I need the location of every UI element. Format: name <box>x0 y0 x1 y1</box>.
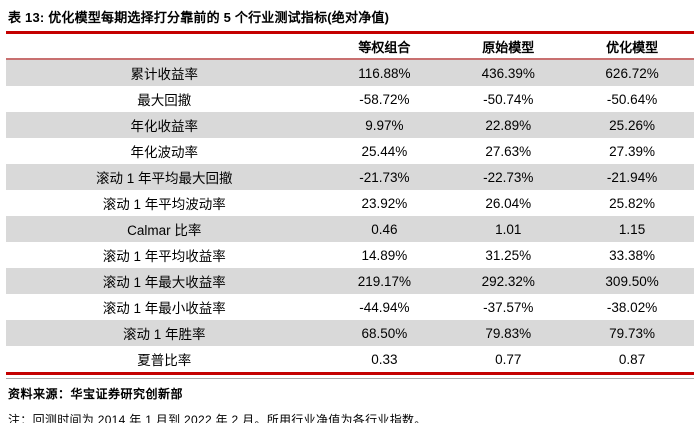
cell-value: 292.32% <box>481 273 535 289</box>
header-optimized-model: 优化模型 <box>606 39 659 55</box>
cell-value: 22.89% <box>485 117 532 133</box>
cell-value: 436.39% <box>481 65 535 81</box>
cell-value: 27.63% <box>485 143 532 159</box>
cell-value: 79.73% <box>609 325 655 341</box>
row-label: 夏普比率 <box>137 353 192 368</box>
cell-value: -21.73% <box>359 169 410 185</box>
cell-value: -58.72% <box>359 91 410 107</box>
row-label: 滚动 1 年最小收益率 <box>102 301 226 316</box>
cell-value: -22.73% <box>483 169 534 185</box>
bottom-divider <box>6 372 694 375</box>
header-divider <box>6 58 694 60</box>
row-label: Calmar 比率 <box>127 223 202 238</box>
row-label: 滚动 1 年最大收益率 <box>102 275 226 290</box>
table-row: 滚动 1 年最小收益率 -44.94% -37.57% -38.02% <box>6 294 694 320</box>
footer-divider <box>6 378 694 379</box>
cell-value: 626.72% <box>605 65 659 81</box>
row-label: 年化波动率 <box>130 145 198 160</box>
table-row: 滚动 1 年平均波动率 23.92% 26.04% 25.82% <box>6 190 694 216</box>
header-equal-weight: 等权组合 <box>358 39 411 55</box>
cell-value: 1.15 <box>618 221 646 237</box>
top-divider <box>6 31 694 34</box>
cell-value: 0.87 <box>618 351 646 367</box>
cell-value: 26.04% <box>485 195 532 211</box>
cell-value: -21.94% <box>606 169 658 185</box>
row-label: 滚动 1 年平均最大回撤 <box>95 171 233 186</box>
row-label: 滚动 1 年平均波动率 <box>102 197 226 212</box>
table-row: 年化收益率 9.97% 22.89% 25.26% <box>6 112 694 138</box>
table-row: Calmar 比率 0.46 1.01 1.15 <box>6 216 694 242</box>
row-label: 滚动 1 年胜率 <box>122 327 206 342</box>
cell-value: -44.94% <box>359 299 410 315</box>
table-row: 年化波动率 25.44% 27.63% 27.39% <box>6 138 694 164</box>
cell-value: 14.89% <box>361 247 408 263</box>
cell-value: 0.77 <box>495 351 522 367</box>
cell-value: 0.33 <box>371 351 398 367</box>
row-label: 最大回撤 <box>137 93 192 108</box>
metrics-table: 等权组合 原始模型 优化模型 <box>6 34 694 58</box>
cell-value: 31.25% <box>485 247 532 263</box>
cell-value: 25.44% <box>361 143 408 159</box>
header-original-model: 原始模型 <box>482 39 535 55</box>
cell-value: 1.01 <box>495 221 522 237</box>
table-row: 最大回撤 -58.72% -50.74% -50.64% <box>6 86 694 112</box>
cell-value: 116.88% <box>358 65 411 81</box>
cell-value: 9.97% <box>365 117 404 133</box>
row-label: 年化收益率 <box>130 119 198 134</box>
row-label: 滚动 1 年平均收益率 <box>102 249 226 264</box>
table-title: 表 13: 优化模型每期选择打分靠前的 5 个行业测试指标(绝对净值) <box>8 10 390 25</box>
cell-value: 309.50% <box>605 273 659 289</box>
cell-value: -37.57% <box>483 299 534 315</box>
metrics-table-body: 累计收益率 116.88% 436.39% 626.72% 最大回撤 -58.7… <box>6 60 694 372</box>
cell-value: -38.02% <box>606 299 658 315</box>
cell-value: 33.38% <box>609 247 655 263</box>
cell-value: 25.26% <box>609 117 655 133</box>
cell-value: -50.74% <box>483 91 534 107</box>
cell-value: 68.50% <box>361 325 408 341</box>
cell-value: 0.46 <box>371 221 398 237</box>
table-row: 夏普比率 0.33 0.77 0.87 <box>6 346 694 372</box>
table-header: 等权组合 原始模型 优化模型 <box>6 34 694 58</box>
table-row: 滚动 1 年平均最大回撤 -21.73% -22.73% -21.94% <box>6 164 694 190</box>
table-row: 累计收益率 116.88% 436.39% 626.72% <box>6 60 694 86</box>
table-row: 滚动 1 年平均收益率 14.89% 31.25% 33.38% <box>6 242 694 268</box>
data-source-line: 资料来源：华宝证券研究创新部 <box>8 387 184 401</box>
cell-value: 27.39% <box>609 143 655 159</box>
cell-value: 79.83% <box>485 325 532 341</box>
cell-value: 219.17% <box>357 273 412 289</box>
cell-value: 23.92% <box>361 195 408 211</box>
cell-value: 25.82% <box>609 195 655 211</box>
row-label: 累计收益率 <box>130 67 198 82</box>
table-row: 滚动 1 年胜率 68.50% 79.83% 79.73% <box>6 320 694 346</box>
cell-value: -50.64% <box>606 91 658 107</box>
table-row: 滚动 1 年最大收益率 219.17% 292.32% 309.50% <box>6 268 694 294</box>
header-empty <box>6 34 322 58</box>
footnote-line: 注：回测时间为 2014 年 1 月到 2022 年 2 月。所用行业净值为各行… <box>8 413 427 423</box>
